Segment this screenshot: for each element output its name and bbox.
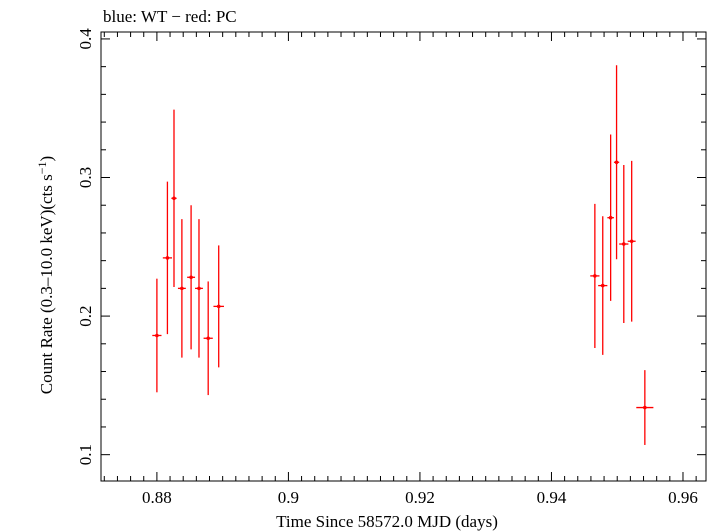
x-tick-label: 0.94 — [537, 488, 567, 507]
y-tick-label: 0.3 — [76, 167, 95, 188]
y-axis-label-end: ) — [37, 156, 56, 162]
data-point — [203, 281, 213, 396]
point-marker — [165, 256, 170, 260]
y-tick-label: 0.1 — [76, 444, 95, 465]
data-point — [195, 219, 203, 358]
point-marker — [216, 304, 221, 309]
data-point — [177, 219, 186, 358]
data-point — [619, 165, 629, 324]
point-marker — [172, 196, 176, 201]
point-marker — [643, 405, 647, 410]
data-point — [213, 245, 224, 368]
data-point — [613, 65, 620, 260]
point-marker — [629, 239, 634, 244]
data-point — [187, 205, 196, 350]
point-marker — [608, 215, 613, 220]
y-axis-label-superscript: −1 — [35, 161, 49, 174]
point-marker — [621, 242, 626, 246]
x-axis-label: Time Since 58572.0 MJD (days) — [276, 512, 498, 531]
point-marker — [206, 336, 210, 341]
x-tick-label: 0.88 — [142, 488, 172, 507]
data-point — [627, 160, 636, 322]
point-marker — [614, 160, 619, 165]
y-axis-label-main: Count Rate (0.3–10.0 keV)(cts s — [37, 174, 56, 394]
data-point — [162, 181, 173, 335]
data-point — [607, 134, 614, 301]
x-tick-label: 0.96 — [668, 488, 698, 507]
x-tick-label: 0.92 — [405, 488, 435, 507]
point-marker — [197, 286, 201, 291]
point-marker — [600, 283, 605, 288]
data-point — [171, 109, 177, 287]
plot-frame — [100, 31, 707, 482]
y-axis-label: Count Rate (0.3–10.0 keV)(cts s−1) — [35, 156, 56, 394]
data-point — [598, 216, 608, 355]
y-axis: 0.1 0.2 0.3 0.4 — [76, 28, 706, 465]
point-marker — [593, 274, 597, 278]
y-tick-label: 0.4 — [76, 28, 95, 50]
data-series-pc — [152, 65, 654, 445]
x-tick-label: 0.9 — [278, 488, 299, 507]
point-marker — [155, 333, 159, 338]
chart-title: blue: WT − red: PC — [103, 7, 237, 26]
y-tick-label: 0.2 — [76, 305, 95, 326]
point-marker — [180, 286, 184, 291]
data-point — [152, 278, 162, 393]
data-point — [636, 370, 654, 445]
x-axis: 0.88 0.9 0.92 0.94 0.96 — [103, 32, 698, 507]
point-marker — [189, 275, 193, 280]
data-point — [590, 203, 600, 348]
